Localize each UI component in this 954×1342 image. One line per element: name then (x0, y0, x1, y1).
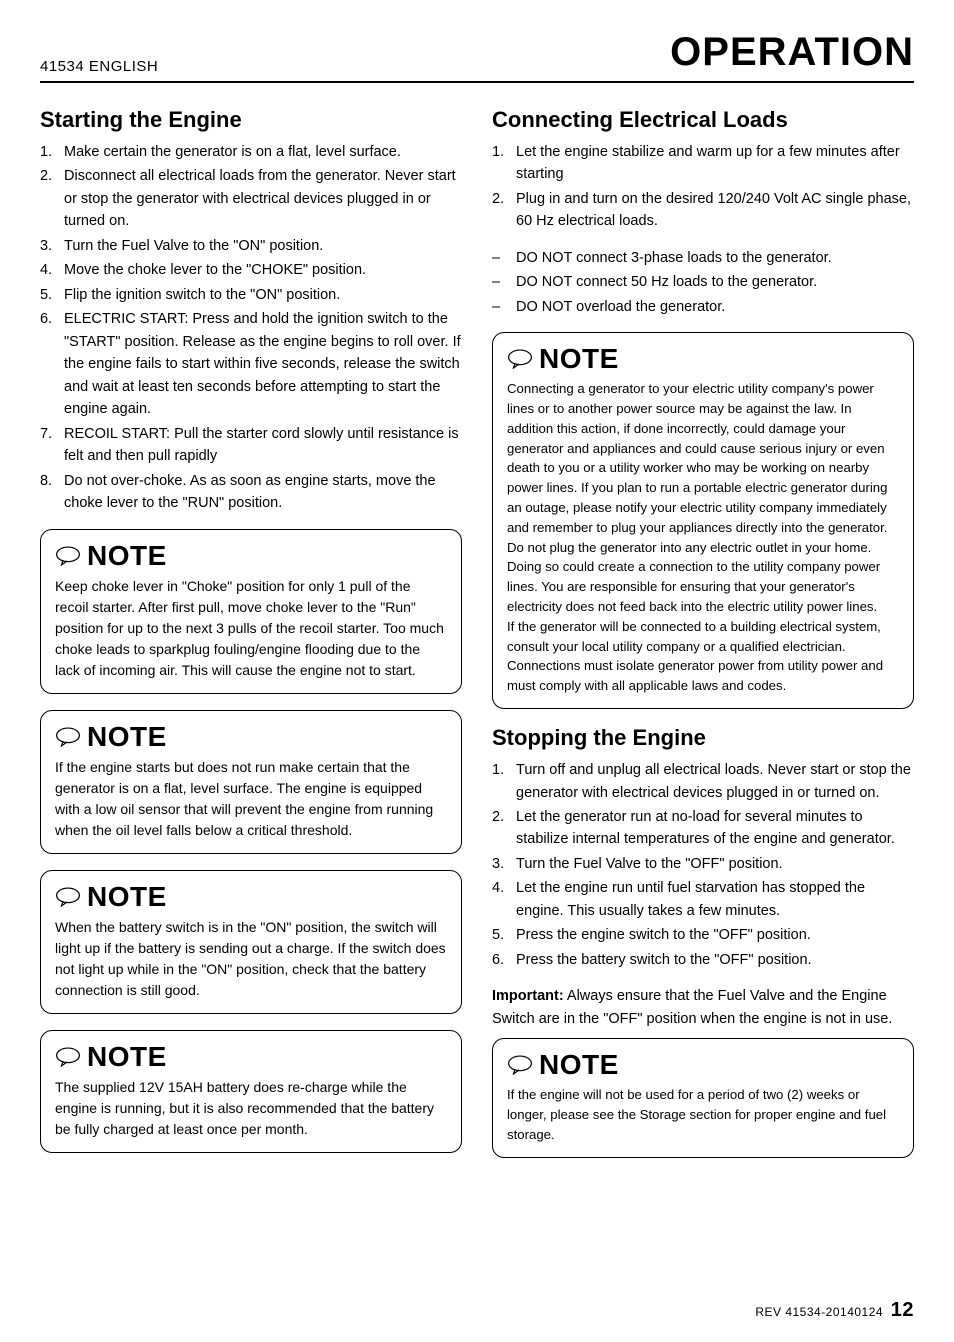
note-body: Connecting a generator to your electric … (507, 379, 899, 696)
note-body: If the engine will not be used for a per… (507, 1085, 899, 1144)
right-column: Connecting Electrical Loads Let the engi… (492, 107, 914, 1174)
note-header: NOTE (55, 881, 447, 913)
note-header: NOTE (55, 721, 447, 753)
note-header: NOTE (55, 1041, 447, 1073)
connecting-warnings: DO NOT connect 3-phase loads to the gene… (492, 247, 914, 318)
speech-bubble-icon (55, 546, 81, 566)
note-label: NOTE (87, 721, 167, 753)
content-columns: Starting the Engine Make certain the gen… (40, 107, 914, 1174)
heading-connecting: Connecting Electrical Loads (492, 107, 914, 133)
speech-bubble-icon (55, 1047, 81, 1067)
heading-stopping: Stopping the Engine (492, 725, 914, 751)
list-item: ELECTRIC START: Press and hold the ignit… (40, 308, 462, 420)
list-item: Plug in and turn on the desired 120/240 … (492, 188, 914, 233)
note-label: NOTE (539, 1049, 619, 1081)
list-item: DO NOT overload the generator. (492, 296, 914, 318)
list-item: Disconnect all electrical loads from the… (40, 165, 462, 232)
list-item: RECOIL START: Pull the starter cord slow… (40, 423, 462, 468)
note-label: NOTE (87, 1041, 167, 1073)
list-item: Press the battery switch to the "OFF" po… (492, 949, 914, 971)
note-label: NOTE (539, 343, 619, 375)
page-number: 12 (891, 1299, 914, 1321)
note-box-choke: NOTE Keep choke lever in "Choke" positio… (40, 529, 462, 694)
list-item: Flip the ignition switch to the "ON" pos… (40, 284, 462, 306)
starting-steps: Make certain the generator is on a flat,… (40, 141, 462, 515)
connecting-steps: Let the engine stabilize and warm up for… (492, 141, 914, 233)
note-para-2: If the generator will be connected to a … (507, 619, 883, 693)
note-box-battery-switch: NOTE When the battery switch is in the "… (40, 870, 462, 1014)
speech-bubble-icon (507, 349, 533, 369)
list-item: Let the engine stabilize and warm up for… (492, 141, 914, 186)
list-item: Let the generator run at no-load for sev… (492, 806, 914, 851)
note-header: NOTE (507, 343, 899, 375)
doc-lang: ENGLISH (89, 58, 158, 75)
list-item: Turn the Fuel Valve to the "ON" position… (40, 235, 462, 257)
note-header: NOTE (507, 1049, 899, 1081)
note-box-battery-charge: NOTE The supplied 12V 15AH battery does … (40, 1030, 462, 1153)
note-body: The supplied 12V 15AH battery does re-ch… (55, 1077, 447, 1140)
note-body: Keep choke lever in "Choke" position for… (55, 576, 447, 681)
section-title: OPERATION (670, 30, 914, 75)
note-box-utility: NOTE Connecting a generator to your elec… (492, 332, 914, 709)
list-item: Press the engine switch to the "OFF" pos… (492, 924, 914, 946)
note-header: NOTE (55, 540, 447, 572)
left-column: Starting the Engine Make certain the gen… (40, 107, 462, 1174)
list-item: Turn the Fuel Valve to the "OFF" positio… (492, 853, 914, 875)
revision-code: REV 41534-20140124 (755, 1305, 883, 1319)
list-item: Let the engine run until fuel starvation… (492, 877, 914, 922)
important-note: Important: Always ensure that the Fuel V… (492, 985, 914, 1030)
note-label: NOTE (87, 540, 167, 572)
speech-bubble-icon (507, 1055, 533, 1075)
note-para-1: Connecting a generator to your electric … (507, 381, 887, 614)
speech-bubble-icon (55, 727, 81, 747)
important-label: Important: (492, 988, 564, 1004)
note-body: When the battery switch is in the "ON" p… (55, 917, 447, 1001)
list-item: DO NOT connect 50 Hz loads to the genera… (492, 271, 914, 293)
list-item: DO NOT connect 3-phase loads to the gene… (492, 247, 914, 269)
speech-bubble-icon (55, 887, 81, 907)
page-header: 41534 ENGLISH OPERATION (40, 30, 914, 83)
list-item: Do not over-choke. As as soon as engine … (40, 470, 462, 515)
list-item: Move the choke lever to the "CHOKE" posi… (40, 259, 462, 281)
note-box-oil: NOTE If the engine starts but does not r… (40, 710, 462, 854)
heading-starting: Starting the Engine (40, 107, 462, 133)
note-box-storage: NOTE If the engine will not be used for … (492, 1038, 914, 1157)
stopping-steps: Turn off and unplug all electrical loads… (492, 759, 914, 971)
note-body: If the engine starts but does not run ma… (55, 757, 447, 841)
list-item: Turn off and unplug all electrical loads… (492, 759, 914, 804)
doc-code: 41534 (40, 58, 84, 75)
list-item: Make certain the generator is on a flat,… (40, 141, 462, 163)
note-label: NOTE (87, 881, 167, 913)
page-footer: REV 41534-20140124 12 (755, 1299, 914, 1322)
header-left: 41534 ENGLISH (40, 58, 158, 75)
